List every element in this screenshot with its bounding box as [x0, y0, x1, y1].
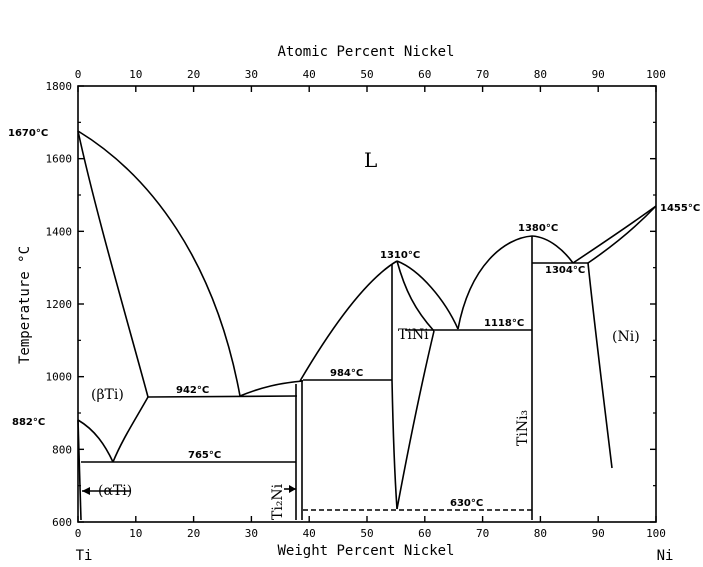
- bottom-tick-label: 100: [646, 527, 666, 540]
- annot-942: 942°C: [176, 385, 209, 396]
- beta-ti-eutectoid: [112, 396, 149, 463]
- bottom-tick-label: 80: [534, 527, 547, 540]
- bottom-tick-label: 50: [360, 527, 373, 540]
- region-arrows: [82, 485, 296, 495]
- left-tick-label: 1200: [46, 298, 73, 311]
- ti2ni-peritectic-liquidus: [239, 380, 304, 397]
- tini3-liquidus-right: [531, 235, 574, 264]
- annot-765: 765°C: [188, 450, 221, 461]
- phase-boundaries: [77, 130, 657, 521]
- annot-1670: 1670°C: [8, 128, 48, 139]
- left-tick-label: 1000: [46, 371, 73, 384]
- top-tick-label: 40: [303, 68, 316, 81]
- phase-beta-ti: (βTi): [91, 387, 124, 403]
- annot-1304: 1304°C: [545, 265, 585, 276]
- alpha-ti-transus: [77, 419, 114, 463]
- top-axis-ticks: 0 10 20 30 40 50 60 70 80 90 100: [75, 68, 666, 92]
- ti2ni-arrowhead: [289, 485, 296, 493]
- tini-liquidus-left: [299, 260, 398, 382]
- bottom-tick-label: 70: [476, 527, 489, 540]
- top-tick-label: 80: [534, 68, 547, 81]
- top-tick-label: 20: [187, 68, 200, 81]
- ni-end-label: Ni: [657, 548, 674, 564]
- top-tick-label: 100: [646, 68, 666, 81]
- top-tick-label: 30: [245, 68, 258, 81]
- tini-lower-right: [396, 330, 435, 510]
- tini-liquidus-right: [396, 260, 459, 330]
- bottom-tick-label: 20: [187, 527, 200, 540]
- phase-liquid: L: [364, 148, 377, 172]
- left-tick-label: 800: [52, 443, 72, 456]
- tini3-liquidus-left: [457, 235, 533, 330]
- annot-1380: 1380°C: [518, 223, 558, 234]
- annot-1310: 1310°C: [380, 250, 420, 261]
- phase-ni: (Ni): [612, 329, 640, 345]
- liquidus-ti-side: [77, 130, 241, 397]
- ni-solidus: [587, 205, 657, 264]
- tini-solidus-right: [396, 260, 435, 332]
- left-tick-label: 600: [52, 516, 72, 529]
- top-tick-label: 50: [360, 68, 373, 81]
- top-tick-label: 90: [592, 68, 605, 81]
- phase-tini: TiNi: [398, 327, 429, 343]
- top-tick-label: 70: [476, 68, 489, 81]
- right-axis-ticks: [650, 85, 656, 523]
- bottom-tick-label: 10: [129, 527, 142, 540]
- left-tick-label: 1800: [46, 80, 73, 93]
- alpha-ti-solvus: [77, 419, 82, 521]
- phase-alpha-ti: (αTi): [98, 483, 132, 499]
- top-tick-label: 60: [418, 68, 431, 81]
- phase-tini3: TiNi₃: [515, 410, 531, 446]
- annot-1455: 1455°C: [660, 203, 700, 214]
- left-tick-label: 1400: [46, 225, 73, 238]
- left-axis-title: Temperature °C: [17, 246, 33, 364]
- phase-ti2ni: Ti₂Ni: [270, 483, 286, 520]
- tini-lower-left: [391, 379, 398, 510]
- left-tick-label: 1600: [46, 153, 73, 166]
- bottom-tick-label: 60: [418, 527, 431, 540]
- alpha-ti-arrowhead: [82, 487, 90, 495]
- ti-end-label: Ti: [76, 548, 93, 564]
- bottom-tick-label: 40: [303, 527, 316, 540]
- annot-630: 630°C: [450, 498, 483, 509]
- ni-solvus: [587, 262, 613, 469]
- bottom-tick-label: 30: [245, 527, 258, 540]
- annot-984: 984°C: [330, 368, 363, 379]
- top-tick-label: 10: [129, 68, 142, 81]
- bottom-tick-label: 90: [592, 527, 605, 540]
- bottom-axis-ticks: 0 10 20 30 40 50 60 70 80 90 100: [75, 516, 666, 540]
- bottom-axis-title: Weight Percent Nickel: [277, 543, 454, 559]
- annot-1118: 1118°C: [484, 318, 524, 329]
- bottom-tick-label: 0: [75, 527, 82, 540]
- top-tick-label: 0: [75, 68, 82, 81]
- ni-liquidus: [572, 205, 657, 264]
- left-axis-ticks: 600 800 1000 1200 1400 1600 1800: [46, 80, 84, 529]
- eutectic-942-line: [147, 395, 298, 398]
- top-axis-title: Atomic Percent Nickel: [277, 44, 454, 60]
- solidus-beta-ti: [77, 130, 149, 398]
- annot-882: 882°C: [12, 417, 45, 428]
